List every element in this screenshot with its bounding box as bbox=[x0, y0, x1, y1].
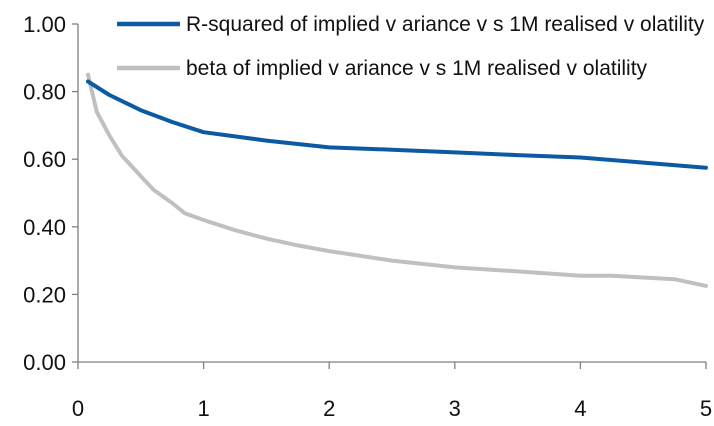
x-tick-label: 2 bbox=[323, 396, 335, 421]
series-lines bbox=[86, 72, 708, 288]
x-tick-label: 3 bbox=[449, 396, 461, 421]
series-line-beta bbox=[86, 72, 708, 288]
x-tick-label: 0 bbox=[72, 396, 84, 421]
y-tick-label: 1.00 bbox=[23, 12, 66, 37]
y-tick-label: 0.80 bbox=[23, 80, 66, 105]
x-axis: 0 1 2 3 4 5 bbox=[72, 361, 712, 421]
y-tick-label: 0.00 bbox=[23, 350, 66, 375]
legend-label: beta of implied v ariance v s 1M realise… bbox=[186, 57, 648, 80]
legend: R-squared of implied v ariance v s 1M re… bbox=[117, 13, 705, 80]
y-tick-label: 0.40 bbox=[23, 215, 66, 240]
y-tick-label: 0.60 bbox=[23, 147, 66, 172]
legend-label: R-squared of implied v ariance v s 1M re… bbox=[186, 13, 705, 36]
y-tick-label: 0.20 bbox=[23, 282, 66, 307]
x-tick-label: 1 bbox=[197, 396, 209, 421]
y-axis: 0.00 0.20 0.40 0.60 0.80 1.00 bbox=[23, 12, 79, 375]
x-tick-label: 4 bbox=[574, 396, 586, 421]
x-tick-label: 5 bbox=[700, 396, 712, 421]
series-line-r-squared bbox=[86, 79, 708, 170]
